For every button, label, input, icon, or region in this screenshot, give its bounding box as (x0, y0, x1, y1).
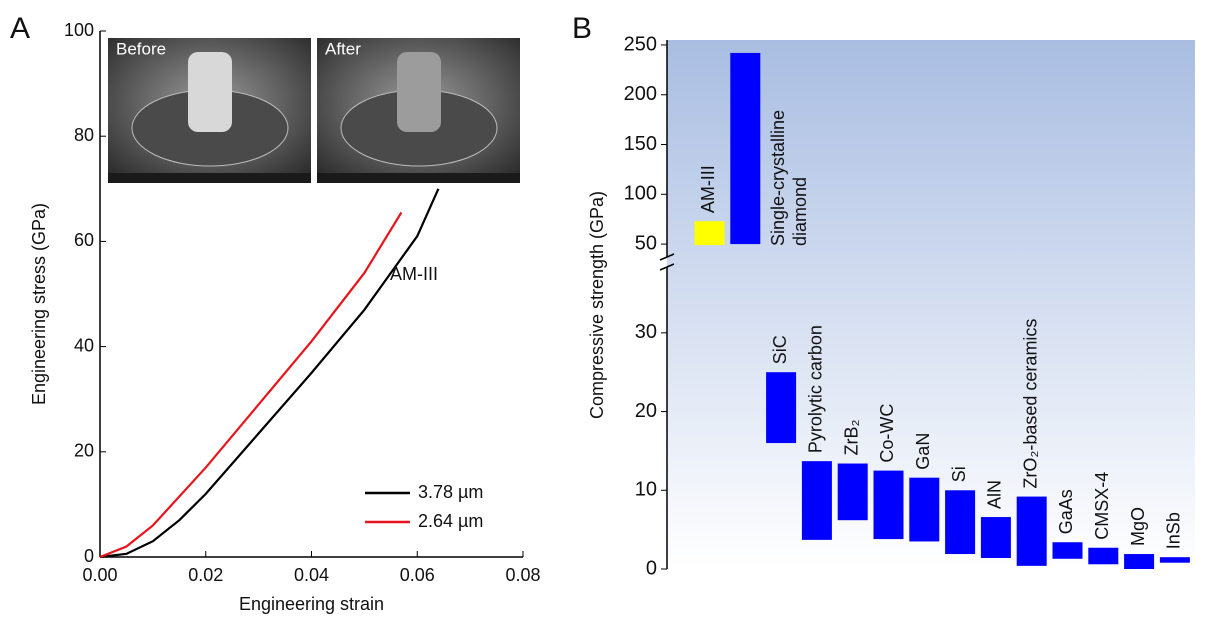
y-tick-label: 60 (74, 230, 94, 250)
legend-label: 3.78 µm (418, 482, 483, 502)
bar (1159, 557, 1190, 563)
bar (909, 477, 940, 542)
x-tick-label: 0.00 (82, 565, 117, 585)
y-tick-label: 80 (74, 125, 94, 145)
x-tick-label: 0.08 (505, 565, 540, 585)
category-label: Si (949, 466, 969, 482)
category-label: AlN (985, 480, 1005, 509)
bar (801, 461, 832, 540)
bar (730, 52, 761, 245)
category-label: Pyrolytic carbon (806, 325, 826, 453)
y-tick-label: 20 (635, 400, 657, 422)
category-label: ZrO₂-based ceramics (1020, 319, 1040, 489)
y-tick-label: 10 (635, 479, 657, 501)
category-label: CMSX-4 (1092, 472, 1112, 540)
x-tick-label: 0.04 (294, 565, 329, 585)
y-tick-label: 250 (624, 33, 657, 55)
y-tick-label: 30 (635, 321, 657, 343)
inset-footer (317, 173, 520, 183)
bar (694, 221, 725, 246)
x-tick-label: 0.02 (188, 565, 223, 585)
category-label: AM-III (698, 165, 718, 213)
bar (980, 517, 1011, 558)
inset-pillar (397, 52, 441, 132)
y-tick-label: 50 (635, 232, 657, 254)
y-tick-label: 100 (624, 183, 657, 205)
bar (1016, 496, 1047, 566)
category-label: GaN (913, 433, 933, 470)
y-tick-label: 20 (74, 441, 94, 461)
y-tick-label: 40 (74, 335, 94, 355)
panel-label: A (10, 12, 30, 45)
y-tick-label: 100 (64, 20, 94, 40)
bar (1124, 554, 1155, 569)
y-axis-label: Compressive strength (GPa) (587, 191, 607, 419)
y-tick-label: 150 (624, 133, 657, 155)
category-label: ZrB₂ (841, 420, 861, 456)
y-tick-label: 0 (84, 546, 94, 566)
annotation: AM-III (390, 264, 438, 284)
data-line (99, 211, 403, 559)
data-line (99, 188, 440, 559)
axis-break (659, 263, 675, 271)
inset-footer (108, 173, 311, 183)
category-label: SiC (770, 335, 790, 364)
inset-label: After (325, 39, 361, 58)
category-label: Co-WC (877, 404, 897, 463)
bar (766, 372, 797, 444)
inset-pillar (188, 52, 232, 132)
bar (873, 470, 904, 540)
x-tick-label: 0.06 (400, 565, 435, 585)
x-axis-label: Engineering strain (239, 594, 384, 614)
category-label: MgO (1128, 507, 1148, 546)
bar (1088, 547, 1119, 565)
y-axis-label: Engineering stress (GPa) (29, 203, 49, 405)
axis-break (659, 253, 675, 261)
legend-label: 2.64 µm (418, 511, 483, 531)
category-label: Single-crystalline diamond (768, 110, 811, 247)
y-tick-label: 0 (646, 557, 657, 579)
bar (837, 463, 868, 521)
category-label: GaAs (1056, 489, 1076, 534)
y-tick-label: 200 (624, 83, 657, 105)
bar (1052, 542, 1083, 559)
inset-label: Before (116, 39, 166, 58)
category-label: InSb (1164, 512, 1184, 549)
panel-label: B (572, 12, 592, 45)
bar (945, 490, 976, 555)
